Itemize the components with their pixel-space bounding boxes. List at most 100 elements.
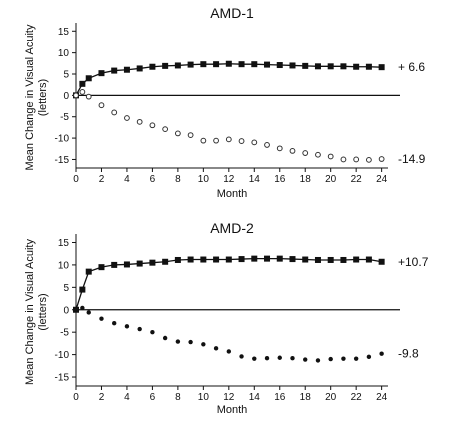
data-point: [111, 109, 118, 116]
data-point: [123, 66, 130, 73]
data-point: [366, 354, 372, 360]
data-point: [98, 70, 105, 77]
chart-title: AMD-2: [210, 220, 254, 236]
data-point: [365, 156, 372, 163]
data-point: [162, 335, 168, 341]
x-tick-label: 2: [99, 174, 105, 185]
x-axis-label: Month: [217, 404, 248, 416]
y-tick-label: -15: [55, 373, 70, 384]
data-point: [315, 358, 321, 363]
y-tick-label: 10: [58, 48, 70, 59]
data-point: [225, 136, 232, 143]
x-tick-label: 14: [249, 392, 261, 403]
data-point: [73, 92, 79, 99]
data-point: [213, 61, 220, 68]
y-tick-label: 15: [58, 27, 70, 38]
data-point: [98, 264, 105, 271]
data-point: [162, 62, 169, 69]
y-axis-label-line: (letters): [37, 293, 49, 330]
x-tick-label: 24: [376, 392, 388, 403]
data-point: [314, 63, 321, 70]
data-point: [252, 356, 257, 361]
data-point: [276, 255, 283, 262]
data-point: [353, 63, 360, 70]
data-point: [213, 137, 219, 144]
x-tick-label: 4: [124, 392, 130, 403]
x-tick-label: 12: [223, 174, 235, 185]
data-point: [302, 62, 309, 69]
data-point: [213, 256, 220, 263]
chart-title: AMD-1: [210, 5, 254, 21]
series-end-label: +10.7: [398, 255, 429, 269]
x-tick-label: 8: [175, 392, 181, 403]
data-point: [149, 259, 156, 266]
data-point: [79, 80, 86, 87]
y-tick-label: -15: [55, 155, 70, 166]
data-point: [136, 260, 143, 267]
y-tick-label: 5: [63, 70, 69, 81]
data-point: [239, 354, 244, 359]
data-point: [365, 256, 372, 263]
data-point: [226, 349, 232, 354]
data-point: [136, 65, 143, 72]
data-point: [123, 261, 130, 268]
data-point: [290, 355, 295, 361]
y-tick-label: -5: [60, 112, 69, 123]
y-tick-label: -5: [60, 328, 69, 339]
data-point: [277, 355, 282, 360]
y-axis-label: Mean Change in Visual Acuity(letters): [24, 239, 49, 385]
x-axis-label: Month: [217, 188, 248, 200]
data-point: [378, 258, 385, 265]
data-point: [200, 256, 207, 263]
y-axis-label-line: (letters): [37, 79, 49, 116]
x-tick-label: 2: [99, 392, 105, 403]
data-point: [162, 258, 169, 265]
y-tick-label: -10: [55, 134, 70, 145]
x-tick-label: 8: [175, 174, 181, 185]
data-point: [79, 286, 86, 293]
data-point: [150, 329, 155, 335]
data-point: [201, 342, 206, 347]
series-2: -9.8: [73, 305, 419, 363]
data-point: [98, 102, 105, 109]
data-point: [353, 156, 360, 163]
data-point: [188, 339, 193, 345]
data-point: [85, 268, 92, 275]
data-point: [175, 339, 181, 344]
y-tick-label: 15: [58, 238, 70, 249]
data-point: [174, 62, 181, 69]
data-point: [225, 256, 232, 263]
data-point: [86, 310, 91, 315]
data-point: [378, 156, 385, 162]
data-point: [340, 63, 347, 70]
data-point: [251, 139, 258, 146]
x-tick-label: 6: [150, 392, 156, 403]
x-tick-label: 10: [198, 392, 210, 403]
x-tick-label: 24: [376, 174, 388, 185]
data-point: [124, 115, 130, 121]
data-point: [136, 118, 143, 125]
data-point: [353, 256, 360, 263]
data-point: [289, 62, 296, 69]
data-point: [289, 256, 296, 263]
data-point: [124, 324, 130, 329]
data-point: [213, 346, 219, 351]
series-end-label: + 6.6: [398, 60, 425, 74]
data-point: [315, 151, 321, 158]
y-tick-label: -10: [55, 350, 70, 361]
x-tick-label: 22: [351, 174, 363, 185]
y-axis-label-line: Mean Change in Visual Acuity: [24, 239, 36, 385]
data-point: [111, 261, 118, 268]
data-point: [85, 75, 92, 82]
data-point: [137, 326, 142, 332]
data-point: [111, 67, 118, 74]
data-point: [187, 256, 194, 263]
data-point: [99, 316, 104, 321]
data-point: [162, 126, 169, 133]
data-point: [149, 63, 156, 70]
data-point: [238, 138, 245, 144]
data-point: [251, 255, 258, 262]
